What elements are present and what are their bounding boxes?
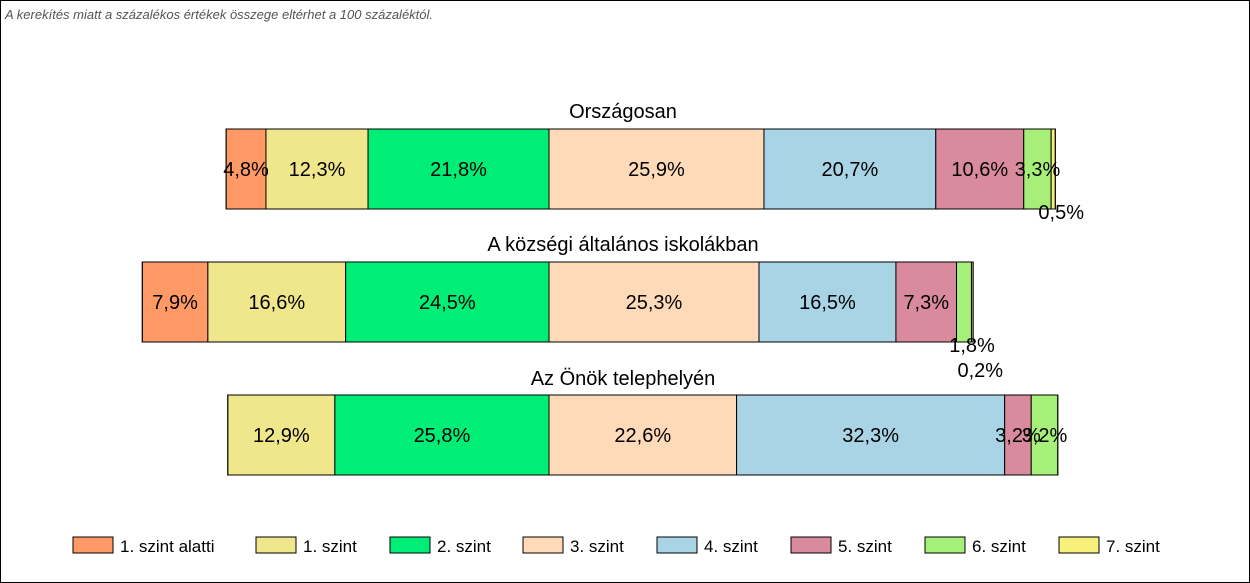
data-label-0-3: 25,9%	[628, 159, 685, 181]
bar-title-0: Országosan	[569, 101, 677, 123]
legend-label-1: 1. szint	[303, 537, 357, 556]
bar-segment-0-3	[548, 128, 765, 210]
legend-label-7: 7. szint	[1106, 537, 1160, 556]
bar-segment-2-5	[1004, 394, 1032, 476]
bar-title-1: A községi általános iskolákban	[487, 234, 758, 256]
data-label-1-1: 16,6%	[248, 292, 305, 314]
legend-label-5: 5. szint	[838, 537, 892, 556]
data-label-0-7: 0,5%	[1038, 202, 1084, 224]
data-label-1-3: 25,3%	[626, 292, 683, 314]
bar-outline-0	[225, 128, 1056, 210]
data-label-0-1: 12,3%	[289, 159, 346, 181]
bar-segment-1-6	[956, 261, 972, 343]
data-label-0-0: 4,8%	[223, 159, 269, 181]
bar-segment-2-6	[1030, 394, 1059, 476]
legend-swatch-7	[1058, 536, 1100, 554]
data-label-1-6: 1,8%	[949, 335, 995, 357]
legend-swatch-6	[924, 536, 966, 554]
data-label-2-3: 22,6%	[614, 425, 671, 447]
legend-swatch-5	[790, 536, 832, 554]
bar-segment-1-3	[548, 261, 760, 343]
bar-segment-0-6	[1023, 128, 1052, 210]
legend-label-2: 2. szint	[437, 537, 491, 556]
bar-segment-2-4	[736, 394, 1006, 476]
legend-swatch-0	[72, 536, 114, 554]
data-label-1-7: 0,2%	[958, 360, 1004, 382]
legend-label-3: 3. szint	[570, 537, 624, 556]
rounding-note: A kerekítés miatt a százalékos értékek ö…	[5, 7, 434, 22]
data-label-1-4: 16,5%	[799, 292, 856, 314]
legend-swatch-2	[389, 536, 431, 554]
bar-title-2: Az Önök telephelyén	[531, 368, 716, 390]
legend-swatch-1	[255, 536, 297, 554]
bar-segment-0-5	[935, 128, 1025, 210]
bar-outline-1	[141, 261, 974, 343]
data-label-2-6: 3,2%	[1022, 425, 1068, 447]
data-label-2-4: 32,3%	[842, 425, 899, 447]
data-label-2-1: 12,9%	[253, 425, 310, 447]
data-label-0-6: 3,3%	[1015, 159, 1061, 181]
bar-segment-1-1	[207, 261, 347, 343]
legend-label-6: 6. szint	[972, 537, 1026, 556]
data-label-1-2: 24,5%	[419, 292, 476, 314]
data-label-1-0: 7,9%	[152, 292, 198, 314]
legend-label-4: 4. szint	[704, 537, 758, 556]
data-label-2-5: 3,2%	[995, 425, 1041, 447]
legend-swatch-4	[656, 536, 698, 554]
data-label-0-4: 20,7%	[822, 159, 879, 181]
data-label-2-2: 25,8%	[414, 425, 471, 447]
data-label-0-2: 21,8%	[430, 159, 487, 181]
data-label-1-5: 7,3%	[903, 292, 949, 314]
bar-outline-2	[227, 394, 1059, 476]
legend-label-0: 1. szint alatti	[120, 537, 215, 556]
data-label-0-5: 10,6%	[951, 159, 1008, 181]
bar-segment-2-2	[334, 394, 550, 476]
legend-swatch-3	[522, 536, 564, 554]
bar-segment-1-2	[345, 261, 550, 343]
